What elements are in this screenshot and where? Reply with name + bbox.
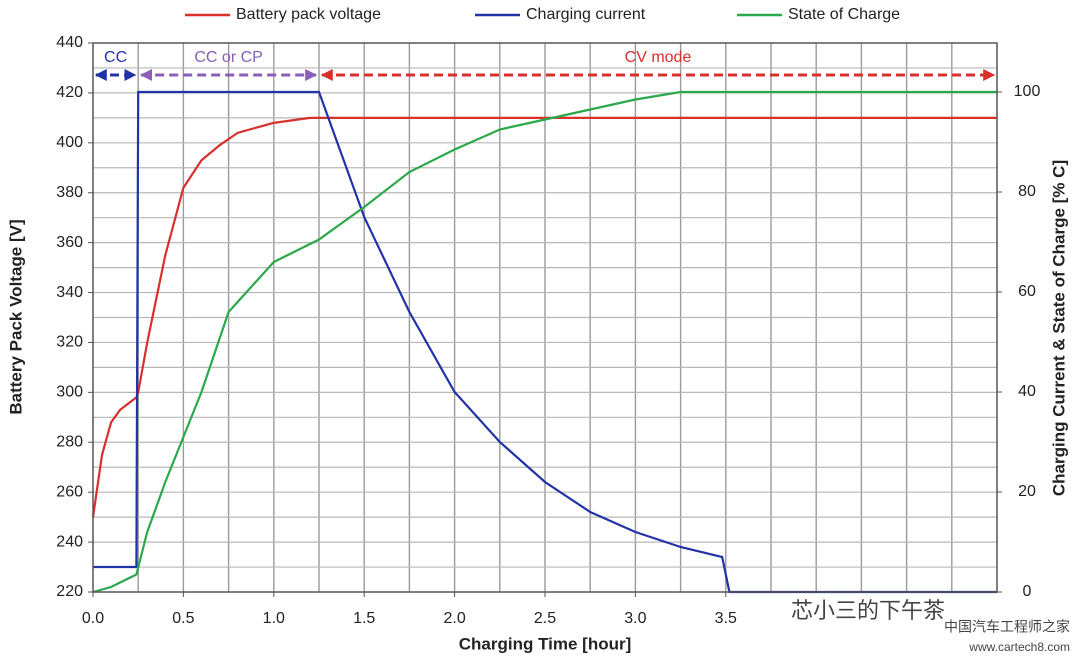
mode-label: CC or CP bbox=[194, 49, 262, 66]
series-line bbox=[91, 116, 997, 518]
x-tick-label: 3.5 bbox=[715, 610, 737, 627]
series-line bbox=[92, 90, 997, 594]
watermark: 中国汽车工程师之家 bbox=[944, 619, 1070, 635]
y2-tick-label: 100 bbox=[1014, 83, 1041, 100]
series-line bbox=[93, 90, 997, 594]
y-tick-label: 380 bbox=[56, 184, 83, 201]
y2-tick-label: 80 bbox=[1018, 183, 1036, 200]
y2-axis-title: Charging Current & State of Charge [% C] bbox=[1049, 160, 1068, 496]
y2-tick-label: 40 bbox=[1018, 383, 1036, 400]
legend-label: Battery pack voltage bbox=[236, 6, 381, 23]
mode-label: CV mode bbox=[625, 49, 692, 66]
y-tick-label: 440 bbox=[56, 34, 83, 51]
x-tick-label: 1.0 bbox=[263, 610, 285, 627]
x-tick-label: 3.0 bbox=[624, 610, 646, 627]
y-tick-label: 400 bbox=[56, 134, 83, 151]
legend-label: State of Charge bbox=[788, 6, 900, 23]
y-tick-label: 420 bbox=[56, 84, 83, 101]
y-tick-label: 300 bbox=[56, 384, 83, 401]
x-tick-label: 0.0 bbox=[82, 610, 104, 627]
legend-label: Charging current bbox=[526, 6, 646, 23]
watermark: www.cartech8.com bbox=[968, 640, 1070, 654]
y2-tick-label: 60 bbox=[1018, 283, 1036, 300]
y-tick-label: 340 bbox=[56, 284, 83, 301]
y-axis-title: Battery Pack Voltage [V] bbox=[6, 219, 25, 414]
watermark: 芯小三的下午茶 bbox=[791, 598, 945, 623]
mode-label: CC bbox=[104, 49, 127, 66]
y-tick-label: 220 bbox=[56, 583, 83, 600]
y-tick-label: 280 bbox=[56, 433, 83, 450]
y2-tick-label: 20 bbox=[1018, 483, 1036, 500]
y-tick-label: 260 bbox=[56, 483, 83, 500]
x-tick-label: 2.0 bbox=[443, 610, 465, 627]
y-tick-label: 320 bbox=[56, 334, 83, 351]
y-tick-label: 360 bbox=[56, 234, 83, 251]
x-tick-label: 2.5 bbox=[534, 610, 556, 627]
y2-tick-label: 0 bbox=[1023, 583, 1032, 600]
x-tick-label: 1.5 bbox=[353, 610, 375, 627]
x-axis-title: Charging Time [hour] bbox=[459, 634, 632, 653]
y-tick-label: 240 bbox=[56, 533, 83, 550]
x-tick-label: 0.5 bbox=[172, 610, 194, 627]
